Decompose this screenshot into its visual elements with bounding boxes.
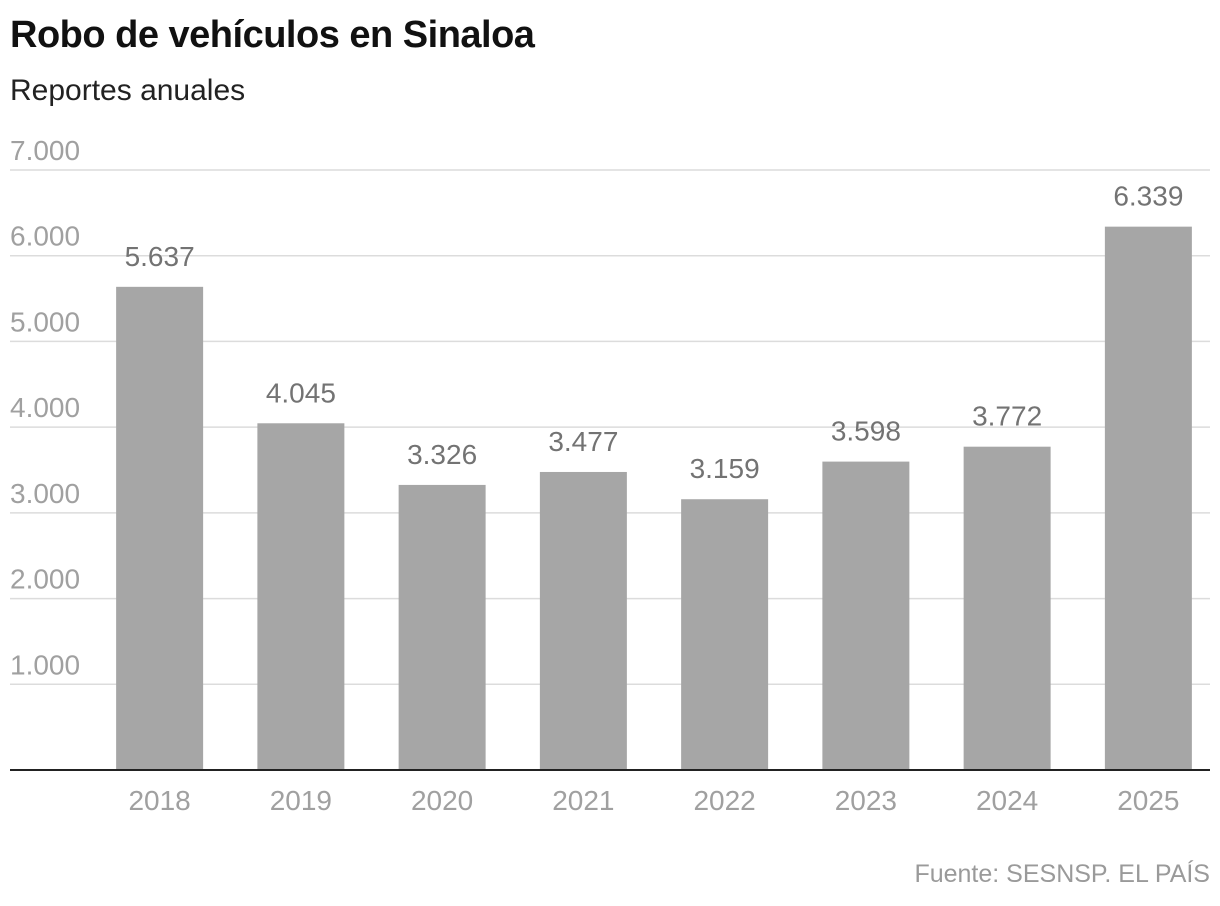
data-label: 3.159 <box>690 453 760 484</box>
data-label: 6.339 <box>1113 181 1183 212</box>
x-tick-label: 2018 <box>128 785 190 816</box>
data-label: 5.637 <box>125 241 195 272</box>
bar <box>116 286 204 770</box>
data-label: 3.326 <box>407 439 477 470</box>
y-tick-label: 2.000 <box>10 564 80 595</box>
data-label: 3.598 <box>831 416 901 447</box>
x-tick-label: 2024 <box>976 785 1038 816</box>
y-tick-label: 5.000 <box>10 306 80 337</box>
x-tick-label: 2022 <box>693 785 755 816</box>
y-tick-label: 3.000 <box>10 478 80 509</box>
data-label: 3.477 <box>548 426 618 457</box>
data-label: 3.772 <box>972 401 1042 432</box>
y-tick-label: 7.000 <box>10 135 80 166</box>
bar <box>1104 226 1192 770</box>
x-tick-label: 2020 <box>411 785 473 816</box>
data-label: 4.045 <box>266 377 336 408</box>
y-tick-label: 6.000 <box>10 221 80 252</box>
source-note: Fuente: SESNSP. EL PAÍS <box>914 860 1210 888</box>
x-tick-label: 2025 <box>1117 785 1179 816</box>
chart-title: Robo de vehículos en Sinaloa <box>10 14 535 56</box>
bar <box>963 446 1051 770</box>
x-tick-label: 2023 <box>835 785 897 816</box>
bar <box>539 471 627 770</box>
chart-subtitle: Reportes anuales <box>10 74 246 107</box>
x-tick-label: 2021 <box>552 785 614 816</box>
bar <box>822 461 910 770</box>
bar-chart: 1.000 2.000 3.000 4.000 5.000 6.000 7.000 5.637… <box>10 135 1210 816</box>
x-tick-label: 2019 <box>270 785 332 816</box>
bar <box>257 423 345 770</box>
y-tick-label: 4.000 <box>10 392 80 423</box>
y-tick-label: 1.000 <box>10 649 80 680</box>
bar <box>398 484 486 770</box>
bar <box>681 499 769 770</box>
